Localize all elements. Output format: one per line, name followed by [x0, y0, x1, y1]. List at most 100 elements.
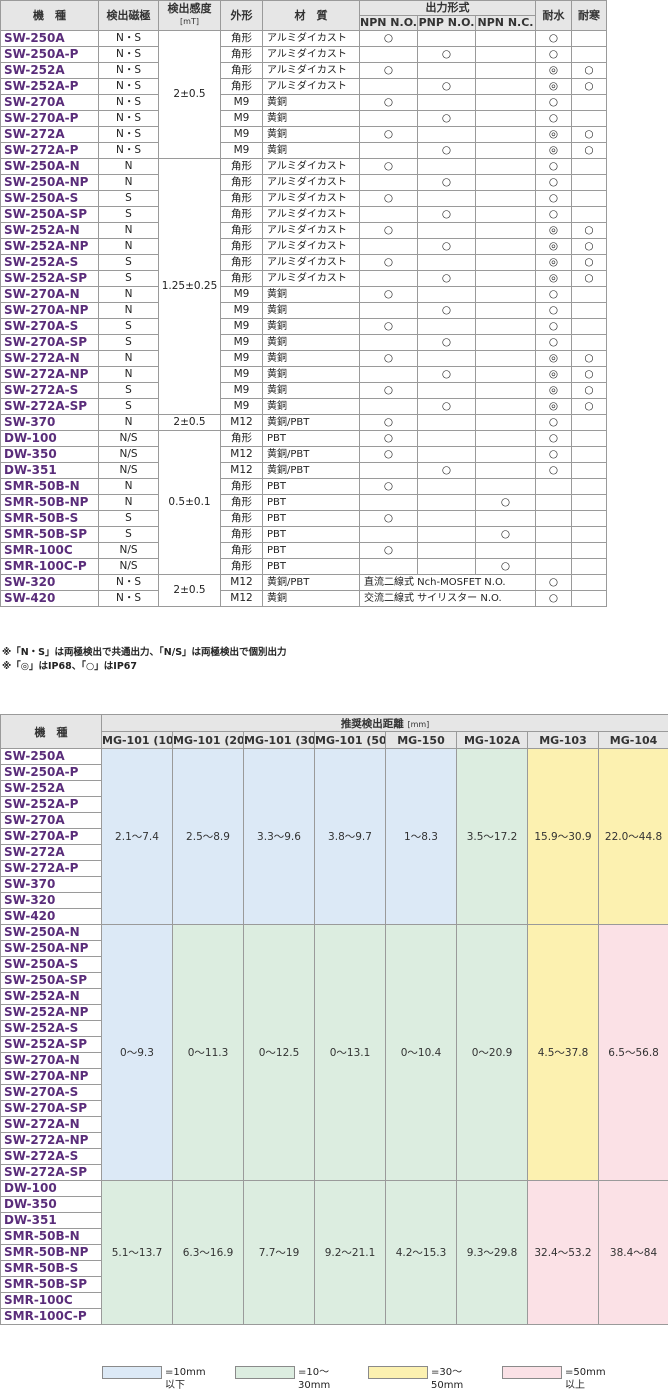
water-mark: ◎ — [536, 239, 572, 255]
material-value: アルミダイカスト — [263, 191, 360, 207]
header-sensitivity-label: 検出感度 — [168, 2, 212, 15]
pnp-no-mark — [418, 559, 476, 575]
pole-value: N/S — [99, 431, 159, 447]
pole-value: N — [99, 175, 159, 191]
shape-value: M9 — [221, 351, 263, 367]
water-mark: ○ — [536, 111, 572, 127]
model-name: SW-250A-SP — [1, 207, 99, 223]
npn-nc-mark — [476, 287, 536, 303]
distance-range: 1〜8.3 — [386, 749, 457, 925]
pnp-no-mark: ○ — [418, 399, 476, 415]
legend-label: =50mm以上 — [565, 1366, 606, 1392]
shape-value: 角形 — [221, 47, 263, 63]
model-name: SW-272A-NP — [1, 1133, 102, 1149]
shape-value: M12 — [221, 575, 263, 591]
pnp-no-mark — [418, 495, 476, 511]
magnet-header: MG-103 — [528, 732, 599, 749]
model-name: SW-272A-SP — [1, 399, 99, 415]
magnet-header: MG-101 (50) — [315, 732, 386, 749]
model-name: SW-250A-P — [1, 47, 99, 63]
water-mark: ◎ — [536, 79, 572, 95]
pnp-no-mark: ○ — [418, 143, 476, 159]
material-value: PBT — [263, 495, 360, 511]
model-name: SW-270A-N — [1, 287, 99, 303]
pole-value: S — [99, 191, 159, 207]
water-mark: ○ — [536, 447, 572, 463]
material-value: アルミダイカスト — [263, 159, 360, 175]
npn-no-mark: ○ — [360, 431, 418, 447]
shape-value: M9 — [221, 319, 263, 335]
model-name: SMR-50B-NP — [1, 1245, 102, 1261]
shape-value: 角形 — [221, 255, 263, 271]
npn-no-mark: ○ — [360, 63, 418, 79]
pnp-no-mark — [418, 543, 476, 559]
distance-range: 3.8〜9.7 — [315, 749, 386, 925]
model-name: DW-100 — [1, 431, 99, 447]
npn-nc-mark — [476, 447, 536, 463]
model-name: SMR-50B-SP — [1, 1277, 102, 1293]
cold-mark — [572, 95, 607, 111]
magnet-header-row: MG-101 (10)MG-101 (20)MG-101 (30)MG-101 … — [1, 732, 668, 749]
water-mark: ◎ — [536, 351, 572, 367]
sensitivity-value: 2±0.5 — [159, 415, 221, 431]
npn-nc-mark: ○ — [476, 527, 536, 543]
npn-no-mark: ○ — [360, 223, 418, 239]
pnp-no-mark: ○ — [418, 367, 476, 383]
legend-swatch — [235, 1366, 295, 1379]
pole-value: N — [99, 479, 159, 495]
water-mark: ○ — [536, 335, 572, 351]
cold-mark — [572, 479, 607, 495]
cold-mark — [572, 527, 607, 543]
npn-nc-mark — [476, 399, 536, 415]
model-name: SMR-50B-SP — [1, 527, 99, 543]
npn-nc-mark — [476, 207, 536, 223]
header-sensitivity: 検出感度 [mT] — [159, 1, 221, 31]
model-name: SW-250A-N — [1, 159, 99, 175]
distance-range: 6.3〜16.9 — [173, 1181, 244, 1325]
npn-no-mark: ○ — [360, 95, 418, 111]
model-name: SW-270A-NP — [1, 1069, 102, 1085]
distance-range: 3.3〜9.6 — [244, 749, 315, 925]
cold-mark: ○ — [572, 255, 607, 271]
note-ip: ※「◎」はIP68、「○」はIP67 — [2, 660, 137, 673]
model-name: SMR-100C-P — [1, 1309, 102, 1325]
distance-range: 7.7〜19 — [244, 1181, 315, 1325]
model-name: SW-250A-P — [1, 765, 102, 781]
cold-mark: ○ — [572, 63, 607, 79]
water-mark — [536, 543, 572, 559]
pole-value: S — [99, 207, 159, 223]
cold-mark — [572, 191, 607, 207]
material-value: PBT — [263, 431, 360, 447]
pnp-no-mark — [418, 63, 476, 79]
shape-value: 角形 — [221, 79, 263, 95]
npn-no-mark — [360, 527, 418, 543]
header-pnp-no: PNP N.O. — [418, 16, 476, 31]
model-name: SMR-50B-N — [1, 1229, 102, 1245]
distance-range: 38.4〜84 — [599, 1181, 668, 1325]
cold-mark — [572, 303, 607, 319]
model-name: SW-250A — [1, 749, 102, 765]
shape-value: 角形 — [221, 527, 263, 543]
water-mark: ○ — [536, 95, 572, 111]
model-name: SW-272A-NP — [1, 367, 99, 383]
material-value: アルミダイカスト — [263, 31, 360, 47]
header-shape: 外形 — [221, 1, 263, 31]
pnp-no-mark — [418, 479, 476, 495]
shape-value: M9 — [221, 287, 263, 303]
distance-range: 0〜11.3 — [173, 925, 244, 1181]
cold-mark — [572, 335, 607, 351]
material-value: アルミダイカスト — [263, 79, 360, 95]
cold-mark — [572, 495, 607, 511]
shape-value: 角形 — [221, 175, 263, 191]
material-value: アルミダイカスト — [263, 223, 360, 239]
